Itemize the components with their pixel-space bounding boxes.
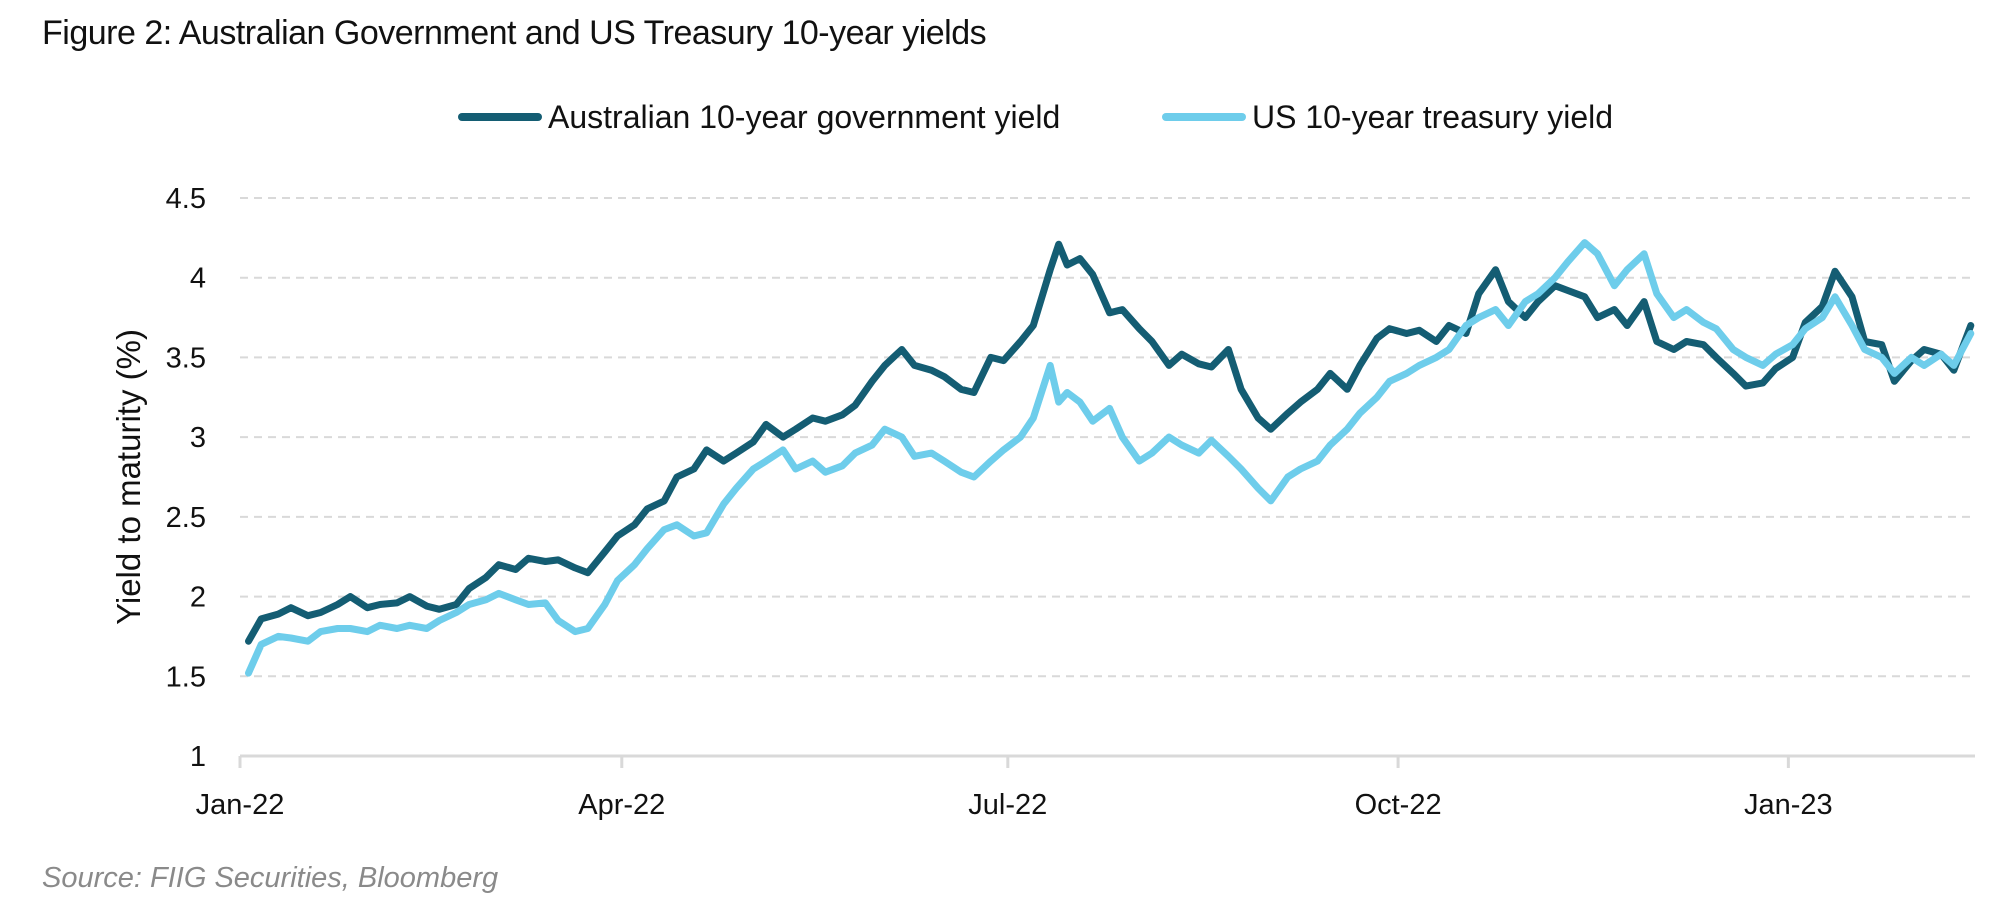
source-note: Source: FIIG Securities, Bloomberg [42, 862, 499, 894]
legend-label: US 10-year treasury yield [1252, 99, 1613, 135]
chart-title: Figure 2: Australian Government and US T… [42, 14, 987, 52]
x-tick-label: Jul-22 [968, 789, 1047, 821]
y-tick-label: 3 [190, 422, 206, 454]
x-tick-label: Jan-22 [196, 789, 285, 821]
x-tick-labels: Jan-22 Apr-22 Jul-22 Oct-22 Jan-23 [196, 789, 1833, 821]
y-axis-label: Yield to maturity (%) [110, 329, 147, 625]
y-tick-label: 2.5 [166, 502, 206, 534]
series-line-us [245, 239, 1975, 677]
legend-label: Australian 10-year government yield [548, 99, 1060, 135]
x-tick-label: Jan-23 [1744, 789, 1833, 821]
x-tick-label: Oct-22 [1355, 789, 1442, 821]
y-tick-labels: 1 1.5 2 2.5 3 3.5 4 4.5 [166, 183, 206, 773]
y-tick-label: 4 [190, 263, 206, 295]
grid-lines [240, 197, 1975, 678]
axes [238, 754, 1975, 768]
series-line-australia [245, 240, 1975, 645]
y-tick-label: 1 [190, 741, 206, 773]
y-tick-label: 4.5 [166, 183, 206, 215]
data-series [245, 239, 1975, 677]
y-tick-label: 1.5 [166, 661, 206, 693]
y-tick-label: 3.5 [166, 342, 206, 374]
legend: Australian 10-year government yield US 10… [458, 99, 1613, 135]
x-tick-label: Apr-22 [578, 789, 665, 821]
y-tick-label: 2 [190, 582, 206, 614]
